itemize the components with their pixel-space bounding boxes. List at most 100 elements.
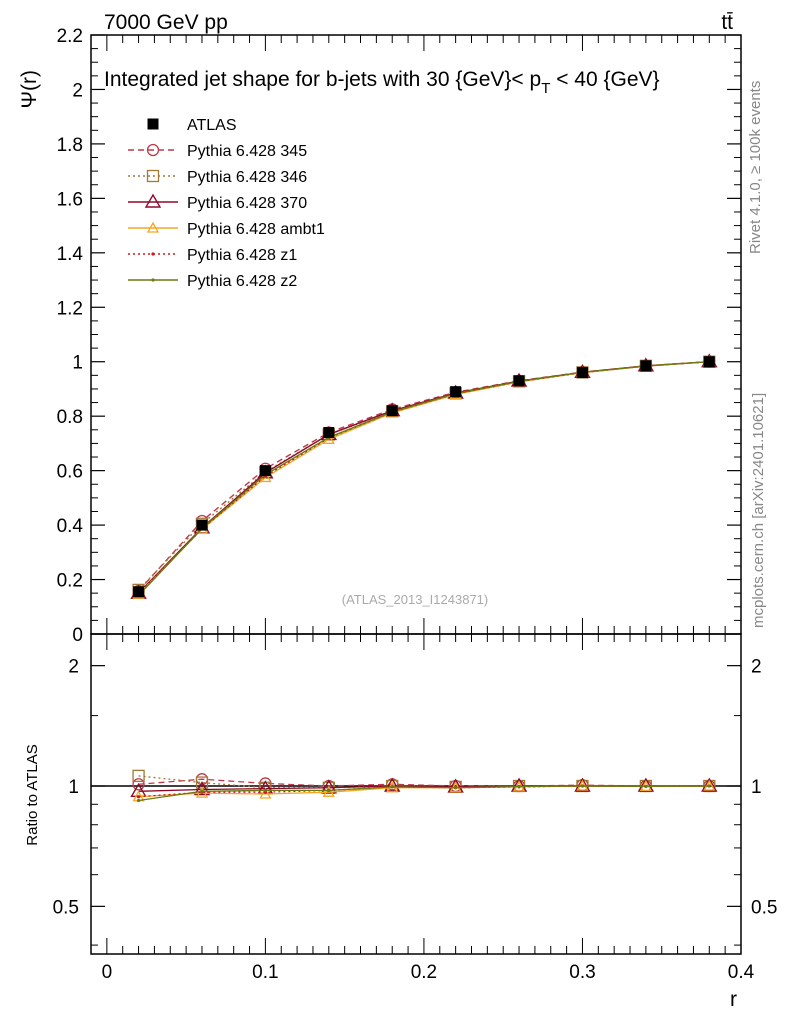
ratio-point-pythia-6-428-z2 bbox=[136, 798, 141, 803]
data-point-atlas bbox=[386, 405, 398, 417]
series-line-pythia-6-428-z1 bbox=[138, 361, 710, 595]
ratio-y-tick-label-right: 0.5 bbox=[751, 897, 777, 918]
ratio-point-pythia-6-428-ambt1 bbox=[322, 785, 335, 797]
ratio-point-pythia-6-428-z2 bbox=[327, 788, 331, 792]
analysis-watermark: (ATLAS_2013_I1243871) bbox=[342, 592, 488, 607]
data-point-atlas bbox=[576, 367, 588, 379]
y-tick-label: 1.8 bbox=[57, 135, 83, 156]
ratio-y-tick-label-right: 2 bbox=[751, 657, 762, 678]
legend-label-pythia-6-428-z2: Pythia 6.428 z2 bbox=[187, 273, 297, 290]
ratio-point-pythia-6-428-z2 bbox=[200, 789, 204, 793]
legend-label-pythia-6-428-346: Pythia 6.428 346 bbox=[187, 169, 307, 186]
legend-marker-atlas bbox=[147, 118, 159, 130]
series-pythia-6-428-ambt1 bbox=[132, 355, 716, 599]
y-tick-label: 0 bbox=[72, 625, 83, 646]
legend-label-pythia-6-428-z1: Pythia 6.428 z1 bbox=[187, 247, 297, 264]
y-tick-label: 2.2 bbox=[57, 26, 83, 47]
ratio-series bbox=[130, 769, 718, 803]
title-subscript: T bbox=[541, 80, 550, 97]
series-pythia-6-428-z1 bbox=[136, 360, 711, 596]
data-point-atlas bbox=[133, 586, 145, 598]
main-axes: 0 0.2 0.4 0.6 0.8 1 1.2 1.4 1.6 1.8 2 2.2 bbox=[57, 26, 742, 646]
legend-marker-pythia-6-428-z2 bbox=[151, 278, 155, 282]
legend-label-pythia-6-428-370: Pythia 6.428 370 bbox=[187, 195, 307, 212]
ratio-point-pythia-6-428-z2 bbox=[454, 786, 458, 790]
ratio-point-pythia-6-428-z2 bbox=[707, 784, 711, 788]
y-tick-label: 1 bbox=[72, 353, 83, 374]
ratio-axes: 0 0.1 0.2 0.3 0.4 0.5 0.5 1 1 2 2 bbox=[53, 634, 777, 983]
legend-label-atlas: ATLAS bbox=[187, 117, 237, 134]
legend-marker-pythia-6-428-z1 bbox=[151, 252, 155, 256]
y-tick-label: 0.2 bbox=[57, 571, 83, 592]
data-point-atlas bbox=[450, 386, 462, 398]
series-line-pythia-6-428-345 bbox=[138, 361, 710, 592]
x-tick-label: 0.1 bbox=[252, 962, 278, 983]
ratio-y-tick-label-left: 0.5 bbox=[53, 897, 79, 918]
legend-marker-pythia-6-428-370 bbox=[144, 193, 162, 208]
ratio-y-tick-label-left: 2 bbox=[68, 657, 79, 678]
legend-marker-pythia-6-428-ambt1 bbox=[146, 221, 160, 233]
x-axis-label: r bbox=[730, 988, 737, 1011]
y-tick-label: 0.4 bbox=[57, 516, 84, 537]
main-title: Integrated jet shape for b-jets with 30 … bbox=[104, 68, 660, 97]
series-line-pythia-6-428-370 bbox=[138, 361, 710, 594]
y-tick-label: 0.6 bbox=[57, 462, 83, 483]
process-label: tt̄ bbox=[721, 11, 733, 34]
y-tick-label: 1.4 bbox=[57, 244, 84, 265]
main-y-axis-label: Ψ(r) bbox=[18, 70, 41, 109]
ratio-series-pythia-6-428-z2 bbox=[136, 784, 711, 803]
ratio-line-pythia-6-428-345 bbox=[138, 778, 710, 787]
energy-label: 7000 GeV pp bbox=[104, 11, 228, 34]
ratio-point-pythia-6-428-z1 bbox=[136, 795, 141, 799]
legend-marker-pythia-6-428-345 bbox=[146, 143, 160, 157]
ratio-point-pythia-6-428-370 bbox=[637, 777, 655, 792]
y-tick-label: 0.8 bbox=[57, 407, 83, 428]
y-tick-label: 1.6 bbox=[57, 189, 83, 210]
ratio-y-tick-label-left: 1 bbox=[68, 777, 79, 798]
y-tick-label: 1.2 bbox=[57, 298, 83, 319]
main-series bbox=[130, 353, 718, 599]
x-tick-label: 0 bbox=[102, 962, 113, 983]
series-line-pythia-6-428-346 bbox=[138, 361, 710, 591]
ratio-point-pythia-6-428-345 bbox=[132, 778, 145, 791]
legend: ATLAS Pythia 6.428 345 Pythia 6.428 346 Pyt… bbox=[128, 117, 325, 290]
x-tick-label: 0.3 bbox=[569, 962, 595, 983]
mcplots-credit-label: mcplots.cern.ch [arXiv:2401.10621] bbox=[750, 393, 767, 628]
data-point-atlas bbox=[259, 465, 271, 477]
title-main-part: Integrated jet shape for b-jets with 30 … bbox=[104, 68, 541, 91]
legend-label-pythia-6-428-345: Pythia 6.428 345 bbox=[187, 143, 307, 160]
series-pythia-6-428-370 bbox=[130, 353, 718, 599]
legend-marker-pythia-6-428-346 bbox=[146, 169, 160, 183]
legend-label-pythia-6-428-ambt1: Pythia 6.428 ambt1 bbox=[187, 221, 325, 238]
ratio-point-pythia-6-428-370 bbox=[384, 777, 401, 792]
data-point-atlas bbox=[703, 356, 715, 368]
data-point-atlas bbox=[196, 519, 208, 531]
ratio-y-axis-label: Ratio to ATLAS bbox=[24, 744, 41, 845]
series-pythia-6-428-345 bbox=[132, 355, 716, 598]
data-point-atlas bbox=[513, 375, 525, 387]
ratio-point-pythia-6-428-370 bbox=[574, 777, 591, 792]
ratio-point-pythia-6-428-z2 bbox=[644, 784, 648, 788]
ratio-point-pythia-6-428-370 bbox=[193, 781, 211, 796]
ratio-plot-frame bbox=[90, 633, 742, 955]
rivet-version-label: Rivet 4.1.0, ≥ 100k events bbox=[747, 81, 764, 254]
title-tail: < 40 {GeV} bbox=[550, 68, 659, 91]
series-pythia-6-428-346 bbox=[132, 355, 716, 597]
ratio-point-pythia-6-428-ambt1 bbox=[259, 787, 272, 799]
ratio-point-pythia-6-428-z2 bbox=[517, 784, 521, 789]
ratio-point-pythia-6-428-z2 bbox=[390, 785, 394, 789]
ratio-point-pythia-6-428-z2 bbox=[263, 788, 267, 792]
ratio-point-pythia-6-428-z2 bbox=[580, 784, 585, 788]
y-tick-label: 2 bbox=[72, 80, 83, 101]
data-point-atlas bbox=[640, 360, 652, 372]
x-tick-label: 0.2 bbox=[411, 962, 437, 983]
data-point-atlas bbox=[323, 427, 335, 439]
ratio-y-tick-label-right: 1 bbox=[751, 777, 762, 798]
ratio-point-pythia-6-428-346 bbox=[132, 769, 145, 783]
ratio-point-pythia-6-428-370 bbox=[701, 777, 718, 792]
x-tick-label: 0.4 bbox=[728, 962, 755, 983]
series-atlas bbox=[133, 356, 715, 598]
ratio-line-pythia-6-428-z2 bbox=[138, 785, 710, 802]
series-line-pythia-6-428-z2 bbox=[138, 361, 710, 596]
